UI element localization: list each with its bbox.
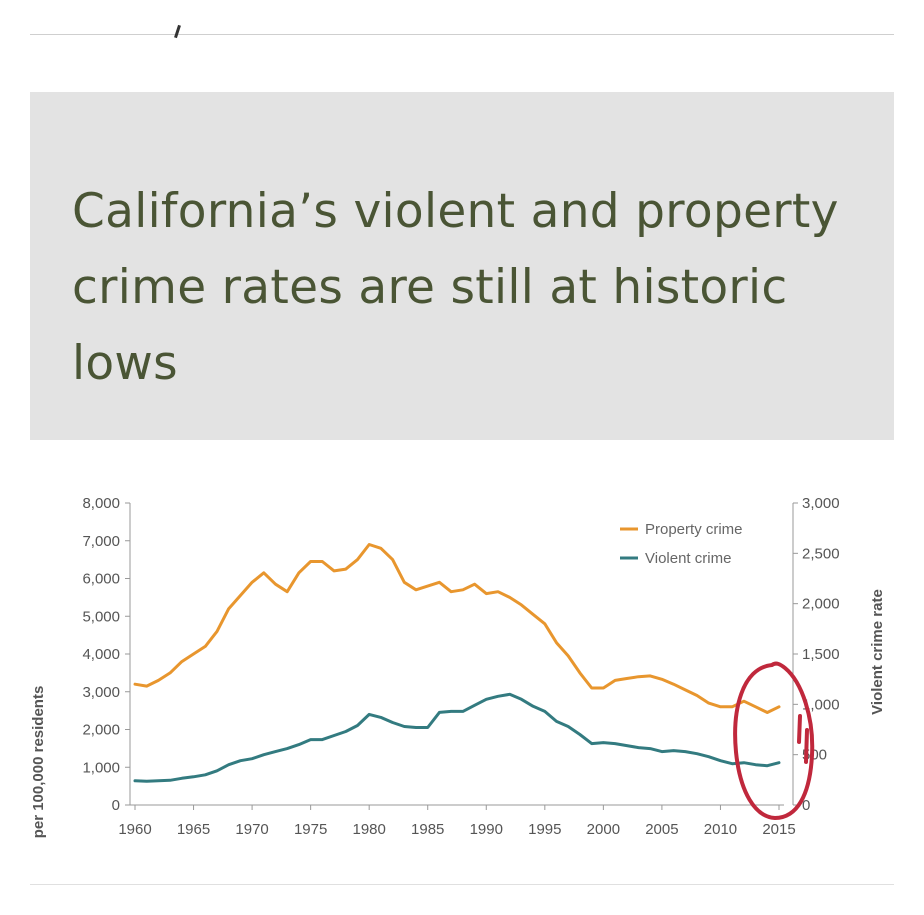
left-tick-label: 5,000 xyxy=(82,608,120,625)
x-tick-label: 1985 xyxy=(411,821,444,838)
x-axis: 1960 1965 1970 1975 1980 1985 1990 1995 2000 2005… xyxy=(118,804,796,838)
x-tick-label: 1965 xyxy=(177,821,210,838)
x-tick-label: 2005 xyxy=(645,821,678,838)
x-tick-label: 1995 xyxy=(528,821,561,838)
title-panel: California’s violent and property crime … xyxy=(30,92,894,440)
left-tick-label: 8,000 xyxy=(82,495,120,512)
left-tick-label: 2,000 xyxy=(82,722,120,739)
x-tick-label: 2000 xyxy=(587,821,620,838)
annotation-circle xyxy=(733,661,815,821)
legend-label: Violent crime xyxy=(645,550,731,567)
crime-rate-chart: 0 1,000 2,000 3,000 4,000 5,000 6,000 7,000 8,00… xyxy=(30,495,886,839)
left-y-axis-title: per 100,000 residents xyxy=(30,686,47,839)
series-layer xyxy=(133,543,781,783)
left-tick-label: 7,000 xyxy=(82,533,120,550)
x-tick-label: 1990 xyxy=(470,821,503,838)
chart-title: California’s violent and property crime … xyxy=(72,184,839,391)
property-crime-line xyxy=(133,543,781,714)
left-tick-label: 0 xyxy=(112,797,120,814)
x-tick-label: 1970 xyxy=(235,821,268,838)
left-tick-label: 4,000 xyxy=(82,646,120,663)
right-tick-label: 1,500 xyxy=(802,646,840,663)
left-tick-label: 1,000 xyxy=(82,759,120,776)
x-tick-label: 1975 xyxy=(294,821,327,838)
legend: Property crime Violent crime xyxy=(620,521,743,567)
left-tick-label: 3,000 xyxy=(82,684,120,701)
bottom-divider xyxy=(30,884,894,885)
x-tick-label: 1980 xyxy=(352,821,385,838)
right-y-axis-title: Violent crime rate xyxy=(869,589,886,715)
left-tick-label: 6,000 xyxy=(82,571,120,588)
left-y-axis: 0 1,000 2,000 3,000 4,000 5,000 6,000 7,000 8,00… xyxy=(82,495,131,814)
right-tick-label: 0 xyxy=(802,797,810,814)
right-tick-label: 3,000 xyxy=(802,495,840,512)
top-divider xyxy=(30,34,894,35)
right-tick-label: 2,000 xyxy=(802,596,840,613)
x-tick-label: 2010 xyxy=(704,821,737,838)
right-tick-label: 2,500 xyxy=(802,545,840,562)
x-tick-label: 1960 xyxy=(118,821,151,838)
right-tick-label: 1,000 xyxy=(802,696,840,713)
legend-label: Property crime xyxy=(645,521,743,538)
violent-crime-line xyxy=(133,692,781,783)
cropped-text-fragment xyxy=(174,24,181,39)
x-tick-label: 2015 xyxy=(762,821,795,838)
